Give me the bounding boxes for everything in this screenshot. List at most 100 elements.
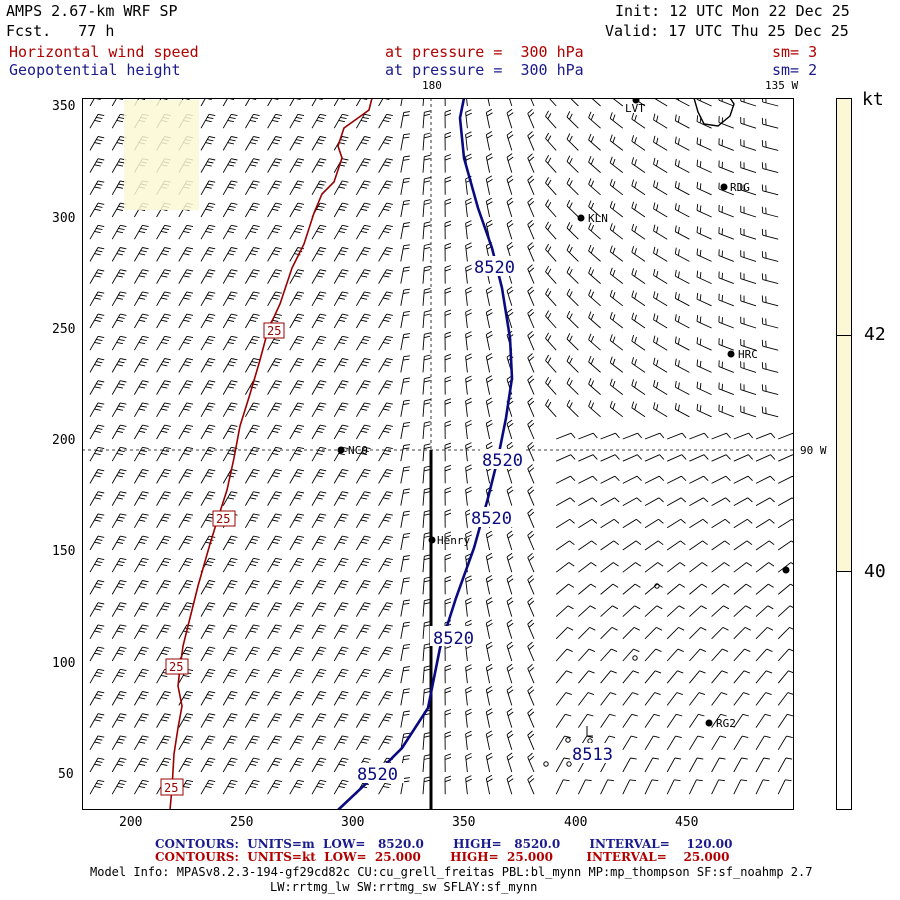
wind-barb <box>465 464 472 484</box>
wind-barb <box>689 735 705 751</box>
wind-barb <box>333 424 349 440</box>
wind-barb <box>566 333 579 351</box>
wind-barb <box>485 108 493 129</box>
valid-time: Valid: 17 UTC Thu 25 Dec 25 <box>605 22 849 40</box>
station-kln: KLN <box>588 212 608 225</box>
wind-barb <box>465 686 472 706</box>
wind-barb <box>506 308 514 329</box>
wind-barb <box>111 402 127 418</box>
wind-barb <box>527 619 535 639</box>
wind-barb <box>527 286 535 306</box>
wind-barb <box>666 562 686 573</box>
wind-barb <box>200 98 212 107</box>
wind-barb <box>111 224 127 240</box>
wind-barb <box>378 269 393 284</box>
wind-barb <box>689 605 707 617</box>
wind-barb <box>156 247 171 262</box>
wind-barb <box>89 247 105 262</box>
wind-barb <box>666 692 683 706</box>
wind-barb <box>740 139 757 151</box>
wind-barb <box>761 273 779 285</box>
wind-barb <box>222 646 238 662</box>
contour-dot <box>543 761 549 767</box>
wind-barb <box>333 735 349 751</box>
wind-barb <box>545 132 557 151</box>
wind-barb <box>89 335 105 351</box>
wind-barb <box>89 224 105 240</box>
wind-barb <box>711 605 730 617</box>
wind-barb <box>111 580 127 595</box>
wind-barb <box>631 201 646 218</box>
wind-barb <box>755 518 775 529</box>
wind-barb <box>222 691 238 706</box>
wind-barb <box>333 779 349 795</box>
wind-barb <box>111 335 127 351</box>
wind-barb <box>555 735 571 751</box>
wind-barb <box>378 247 393 262</box>
wind-barb <box>485 197 493 218</box>
wind-barb <box>761 339 779 351</box>
wind-barb <box>527 353 535 373</box>
wind-barb <box>777 605 794 617</box>
y-tick-label: 250 <box>52 322 76 337</box>
wind-barb <box>245 247 260 262</box>
wind-barb <box>222 424 238 440</box>
wind-barb <box>111 113 127 129</box>
wind-barb <box>400 488 410 506</box>
wind-barb <box>289 491 305 506</box>
wind-barb <box>506 419 514 440</box>
wind-barb <box>178 402 194 418</box>
wind-barb <box>696 137 712 151</box>
wind-barb <box>245 646 260 662</box>
wind-barb <box>506 552 514 573</box>
wind-barb <box>444 242 452 262</box>
wind-barb <box>755 605 774 617</box>
wind-barb <box>178 424 194 440</box>
wind-barb <box>400 666 410 684</box>
wind-barb <box>689 692 706 706</box>
wind-barb <box>267 358 282 373</box>
wind-barb <box>134 98 146 107</box>
wind-barb <box>134 358 149 373</box>
wind-barb <box>289 668 305 684</box>
height-label: 8520 <box>482 451 523 471</box>
wind-barb <box>740 116 757 129</box>
wind-barb <box>733 757 748 773</box>
wind-barb <box>422 509 431 528</box>
wind-barb <box>178 513 194 529</box>
wind-barb <box>653 335 668 351</box>
wind-barb <box>609 112 624 129</box>
wind-barb <box>245 424 260 440</box>
wind-barb <box>566 377 579 395</box>
wind-barb <box>134 491 149 506</box>
wind-barb <box>378 535 393 551</box>
wind-barb <box>444 753 452 773</box>
wind-barb <box>718 204 734 218</box>
wind-barb <box>711 648 729 662</box>
wind-barb <box>178 313 194 329</box>
wind-barb <box>111 602 127 617</box>
wind-barb <box>356 735 371 751</box>
wind-barb <box>111 557 127 573</box>
wind-barb <box>311 98 323 107</box>
wind-barb <box>200 646 216 662</box>
wind-barb <box>156 402 171 418</box>
wind-barb <box>465 575 472 595</box>
station-rg2: RG2 <box>716 717 736 730</box>
wind-barb <box>578 540 597 551</box>
wind-barb <box>527 441 535 462</box>
wind-barb <box>356 402 371 418</box>
wind-barb <box>245 557 260 573</box>
wind-barb <box>578 648 596 662</box>
wind-barb <box>289 779 305 795</box>
contour-dot <box>565 737 571 743</box>
wind-barb <box>267 491 282 506</box>
wind-barb <box>289 136 305 151</box>
wind-barb <box>422 287 431 306</box>
wind-barb <box>333 513 349 529</box>
x-tick-label: 450 <box>675 815 699 830</box>
wind-barb <box>245 757 260 773</box>
wind-barb <box>506 175 514 195</box>
wind-barb <box>222 313 238 329</box>
wind-barb <box>674 403 690 418</box>
